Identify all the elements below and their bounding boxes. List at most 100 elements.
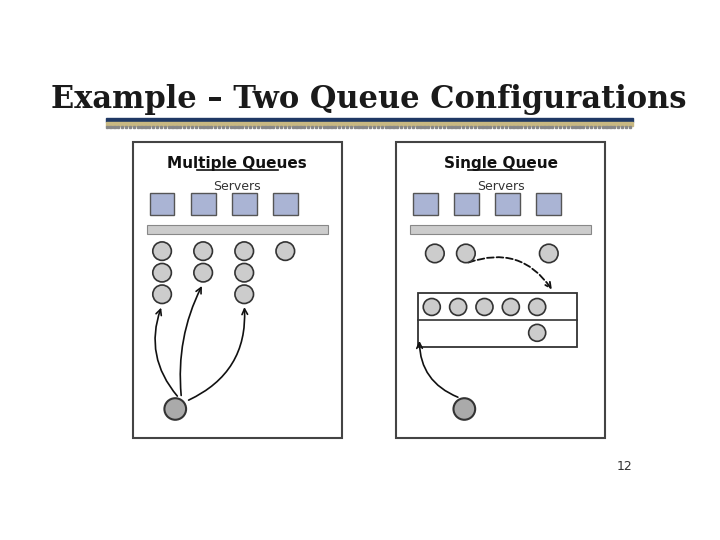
Bar <box>326 126 329 128</box>
Bar <box>261 126 263 128</box>
Circle shape <box>528 325 546 341</box>
Bar <box>609 126 611 128</box>
Bar <box>357 126 360 128</box>
Bar <box>183 126 185 128</box>
Circle shape <box>164 398 186 420</box>
Bar <box>191 126 193 128</box>
Bar <box>163 126 166 128</box>
Bar <box>423 126 426 128</box>
Bar <box>419 126 422 128</box>
Bar <box>210 126 212 128</box>
Bar <box>606 126 608 128</box>
Bar <box>629 126 631 128</box>
Bar <box>253 126 255 128</box>
Bar <box>280 126 282 128</box>
Text: Single Queue: Single Queue <box>444 156 558 171</box>
Bar <box>412 126 414 128</box>
Circle shape <box>153 242 171 260</box>
Bar <box>276 126 279 128</box>
Bar <box>431 126 433 128</box>
Bar <box>354 126 356 128</box>
Text: Servers: Servers <box>477 180 525 193</box>
Bar <box>524 126 526 128</box>
Bar <box>150 193 174 215</box>
Bar <box>202 126 204 128</box>
Text: Servers: Servers <box>213 180 261 193</box>
Text: Multiple Queues: Multiple Queues <box>167 156 307 171</box>
Bar <box>323 126 325 128</box>
Bar <box>350 126 352 128</box>
Bar <box>225 126 228 128</box>
Bar <box>233 126 235 128</box>
Bar <box>528 126 530 128</box>
Bar <box>482 126 484 128</box>
Bar <box>338 126 341 128</box>
Bar <box>427 126 429 128</box>
Bar <box>625 126 627 128</box>
Bar <box>613 126 616 128</box>
Bar <box>147 225 328 234</box>
Circle shape <box>235 285 253 303</box>
Bar <box>539 126 542 128</box>
Circle shape <box>449 299 467 315</box>
Bar <box>187 126 189 128</box>
Bar <box>292 126 294 128</box>
Bar <box>140 126 143 128</box>
Bar <box>315 126 317 128</box>
Bar <box>334 126 336 128</box>
Bar <box>536 126 538 128</box>
Circle shape <box>423 299 441 315</box>
Bar <box>388 126 391 128</box>
Bar <box>404 126 406 128</box>
Bar <box>377 126 379 128</box>
Bar <box>446 126 449 128</box>
Bar <box>621 126 624 128</box>
Bar <box>451 126 453 128</box>
Bar <box>365 126 367 128</box>
Bar <box>415 126 418 128</box>
Circle shape <box>194 242 212 260</box>
Bar <box>272 126 274 128</box>
Bar <box>264 126 266 128</box>
Bar <box>241 126 243 128</box>
Circle shape <box>454 398 475 420</box>
Bar <box>121 126 123 128</box>
Bar <box>132 126 135 128</box>
Circle shape <box>476 299 493 315</box>
Circle shape <box>235 264 253 282</box>
Bar <box>156 126 158 128</box>
Bar <box>106 122 632 126</box>
Bar <box>214 126 216 128</box>
Circle shape <box>194 264 212 282</box>
Bar <box>508 126 510 128</box>
Bar <box>469 126 472 128</box>
Bar <box>256 126 259 128</box>
Bar <box>132 142 342 438</box>
Text: Example – Two Queue Configurations: Example – Two Queue Configurations <box>51 84 687 115</box>
Bar <box>319 126 321 128</box>
Bar <box>485 126 487 128</box>
Bar <box>586 126 588 128</box>
Bar <box>245 126 248 128</box>
Circle shape <box>528 299 546 315</box>
Bar <box>559 126 561 128</box>
Bar <box>284 126 286 128</box>
Bar <box>194 126 197 128</box>
Bar <box>300 126 302 128</box>
Bar <box>373 126 375 128</box>
Bar <box>199 126 201 128</box>
Bar <box>384 126 387 128</box>
Bar <box>148 126 150 128</box>
Bar <box>160 126 162 128</box>
Bar <box>497 126 499 128</box>
Bar <box>590 126 593 128</box>
Bar <box>466 126 468 128</box>
Bar <box>520 126 523 128</box>
Bar <box>582 126 585 128</box>
Bar <box>113 126 116 128</box>
Bar <box>418 293 577 347</box>
Bar <box>513 126 515 128</box>
Bar <box>443 126 445 128</box>
Bar <box>218 126 220 128</box>
Bar <box>381 126 383 128</box>
